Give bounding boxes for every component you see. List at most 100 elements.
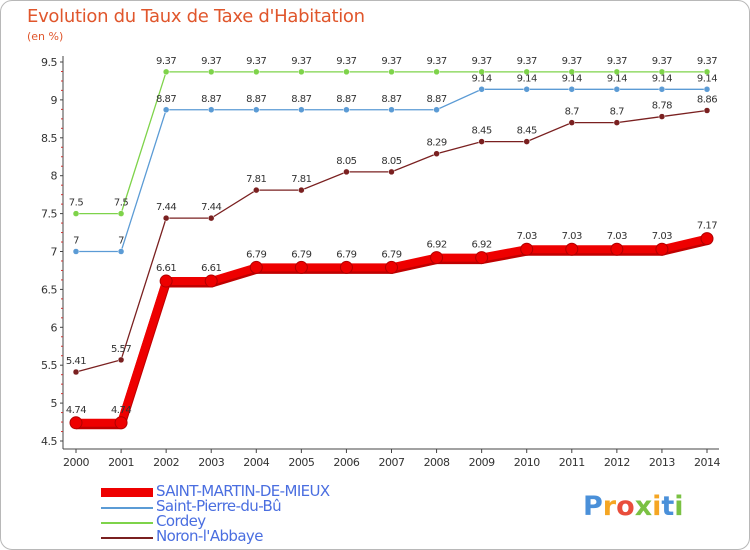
y-tick-label: 9.5 [41,56,57,69]
data-label: 9.14 [697,73,717,84]
data-label: 8.45 [472,126,492,137]
x-tick-label: 2009 [469,456,495,469]
series-layer [69,68,714,430]
legend-swatch [101,537,153,539]
data-label: 9.14 [607,73,627,84]
data-label: 4.74 [111,405,131,416]
data-label: 7.5 [69,198,84,209]
series-point [433,68,440,76]
data-label: 6.79 [246,249,266,260]
logo-letter: o [616,491,635,522]
series-point [204,274,218,288]
data-label: 7.44 [156,202,176,213]
series-point [613,68,621,76]
data-labels-layer: 5.41 5.57 7.44 7.44 7.81 7.81 8.05 8.05 8.29 8.45… [66,56,718,416]
y-tick-label: 6 [51,321,58,334]
data-label: 6.61 [201,263,221,274]
logo-letter: i [652,491,662,522]
data-label: 7.03 [517,231,537,242]
y-tick-label: 8.5 [41,132,57,145]
series-point [69,416,83,430]
series-point [703,86,711,93]
data-label: 8.87 [291,94,311,105]
data-label: 8.87 [201,94,221,105]
series-point [388,168,395,176]
data-label: 6.61 [156,263,176,274]
series-point [658,113,666,120]
legend-swatch [101,488,153,497]
data-label: 7.17 [697,221,717,232]
data-label: 6.79 [381,249,401,260]
series-point [343,68,350,76]
series-point [655,242,669,256]
data-label: 9.37 [607,56,627,67]
data-label: 8.7 [610,107,625,118]
y-tick-label: 5 [51,397,58,410]
series-point [568,68,576,76]
series-point [72,210,80,217]
series-point [298,68,305,76]
series-point [433,106,440,114]
data-label: 6.92 [472,240,492,251]
data-label: 9.14 [562,73,582,84]
chart-title: Evolution du Taux de Taxe d'Habitation [27,6,365,27]
data-label: 9.37 [517,56,537,67]
series-point [523,138,530,145]
legend-item: Noron-l'Abbaye [101,527,361,545]
data-label: 8.05 [336,156,356,167]
series-point [298,106,305,114]
series-point [610,242,624,256]
data-label: 9.37 [562,56,582,67]
series-point [475,251,489,265]
data-label: 9.37 [381,56,401,67]
logo-letter: r [602,491,617,522]
y-tick-label: 8 [51,170,58,183]
x-tick-label: 2005 [288,456,314,469]
series-point [72,248,80,255]
series-point [658,86,666,93]
series-point [162,106,170,114]
series-point [703,68,711,76]
data-label: 8.7 [565,107,580,118]
data-label: 9.37 [201,56,221,67]
data-label: 6.79 [291,249,311,260]
y-unit-label: (en %) [27,30,64,43]
series-point [162,214,170,222]
series-point [478,138,485,145]
series-point [478,68,485,76]
logo-letter: i [674,491,684,522]
series-point [523,86,530,93]
y-tick-label: 5.5 [41,359,57,372]
legend-swatch [101,522,153,524]
x-tick-label: 2011 [559,456,585,469]
data-label: 9.14 [517,73,537,84]
series-point [568,119,576,126]
data-label: 7.81 [246,174,266,185]
x-tick-label: 2007 [379,456,405,469]
series-point [117,210,125,217]
proxiti-logo: Proxiti [583,491,684,522]
data-label: 9.37 [472,56,492,67]
y-tick-label: 6.5 [41,283,57,296]
series-point [339,260,353,274]
data-label: 7.81 [291,174,311,185]
series-point [294,260,308,274]
data-label: 5.57 [111,344,131,355]
series-point [253,68,260,76]
data-label: 7.5 [114,198,129,209]
series-point [700,232,714,246]
series-point [114,416,128,430]
data-label: 7.03 [607,231,627,242]
series-point [253,186,260,194]
x-tick-label: 2003 [198,456,224,469]
data-label: 9.14 [472,73,492,84]
series-point [72,368,80,376]
x-tick-label: 2006 [333,456,359,469]
series-point [703,107,711,114]
series-point [343,106,350,114]
data-label: 9.37 [156,56,176,67]
y-tick-label: 4.5 [41,435,57,448]
axes: 4.5 5 5.5 6 6.5 7 7.5 8 8.5 9 9.5 2000 2001 2002 2003 2… [41,56,721,469]
